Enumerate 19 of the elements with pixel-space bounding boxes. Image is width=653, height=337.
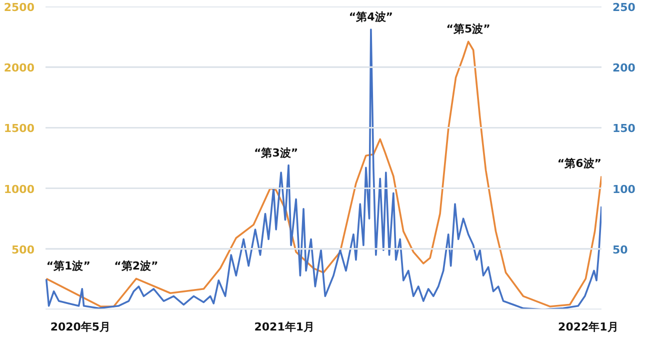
x-tick-label: 2021年1月: [254, 320, 315, 334]
y-tick-label: 1500: [4, 122, 35, 136]
annotation: “第2波”: [114, 260, 158, 273]
y-tick-label: 2500: [4, 1, 35, 14]
annotation: “第1波”: [46, 260, 90, 273]
y2-tick-label: 50: [612, 243, 628, 256]
y2-tick-label: 150: [612, 122, 636, 136]
y2-tick-label: 200: [612, 62, 636, 75]
y2-tick-label: 100: [612, 182, 636, 196]
annotation: “第6波”: [557, 157, 602, 170]
annotation: “第4波”: [348, 10, 394, 24]
y2-tick-label: 250: [612, 1, 636, 14]
y-tick-label: 1000: [4, 182, 35, 196]
y-tick-label: 500: [12, 243, 35, 256]
y-tick-label: 2000: [4, 62, 35, 75]
x-tick-label: 2022年1月: [558, 320, 618, 334]
annotation: “第5波”: [446, 22, 490, 36]
annotation: “第3波”: [254, 146, 298, 160]
x-tick-label: 2020年5月: [50, 320, 111, 334]
